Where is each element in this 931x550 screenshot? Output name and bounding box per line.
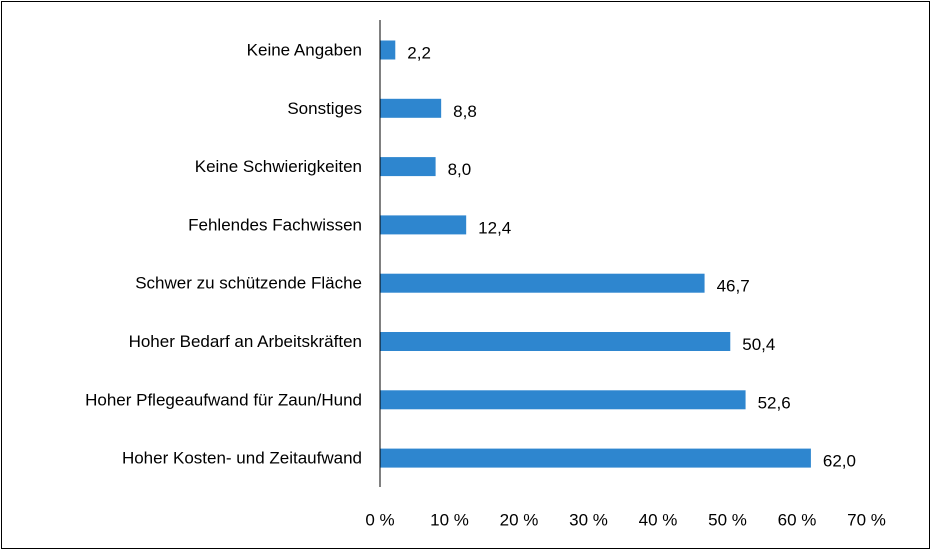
value-labels: 2,2 8,8 8,0 12,4 46,7 50,4 52,6 62,0	[407, 44, 856, 471]
value-label: 12,4	[478, 218, 511, 237]
value-label: 46,7	[717, 277, 750, 296]
category-label: Hoher Kosten- und Zeitaufwand	[122, 449, 362, 468]
x-tick-label: 30 %	[569, 511, 608, 530]
category-labels: Keine Angaben Sonstiges Keine Schwierigkei…	[85, 41, 362, 468]
value-label: 2,2	[407, 44, 431, 63]
bar	[380, 157, 436, 177]
x-tick-label: 70 %	[847, 511, 886, 530]
bar	[380, 98, 442, 118]
x-tick-label: 50 %	[708, 511, 747, 530]
x-tick-label: 40 %	[639, 511, 678, 530]
bar	[380, 390, 746, 410]
bar	[380, 448, 811, 468]
bar	[380, 40, 396, 60]
x-tick-label: 60 %	[778, 511, 817, 530]
category-label: Hoher Pflegeaufwand für Zaun/Hund	[85, 390, 362, 409]
category-label: Schwer zu schützende Fläche	[135, 274, 362, 293]
category-label: Hoher Bedarf an Arbeitskräften	[129, 332, 362, 351]
bar	[380, 273, 705, 293]
x-tick-label: 10 %	[430, 511, 469, 530]
category-label: Sonstiges	[287, 99, 362, 118]
x-tick-labels: 0 % 10 % 20 % 30 % 40 % 50 % 60 % 70 %	[365, 511, 886, 530]
bar	[380, 215, 467, 235]
x-tick-label: 20 %	[500, 511, 539, 530]
value-label: 50,4	[742, 335, 775, 354]
value-label: 62,0	[823, 452, 856, 471]
bar	[380, 332, 731, 351]
category-label: Keine Schwierigkeiten	[195, 157, 362, 176]
x-tick-label: 0 %	[365, 511, 394, 530]
value-label: 52,6	[758, 393, 791, 412]
value-label: 8,0	[448, 160, 472, 179]
value-label: 8,8	[453, 102, 477, 121]
bars	[380, 40, 811, 468]
category-label: Keine Angaben	[247, 41, 362, 60]
category-label: Fehlendes Fachwissen	[188, 215, 362, 234]
